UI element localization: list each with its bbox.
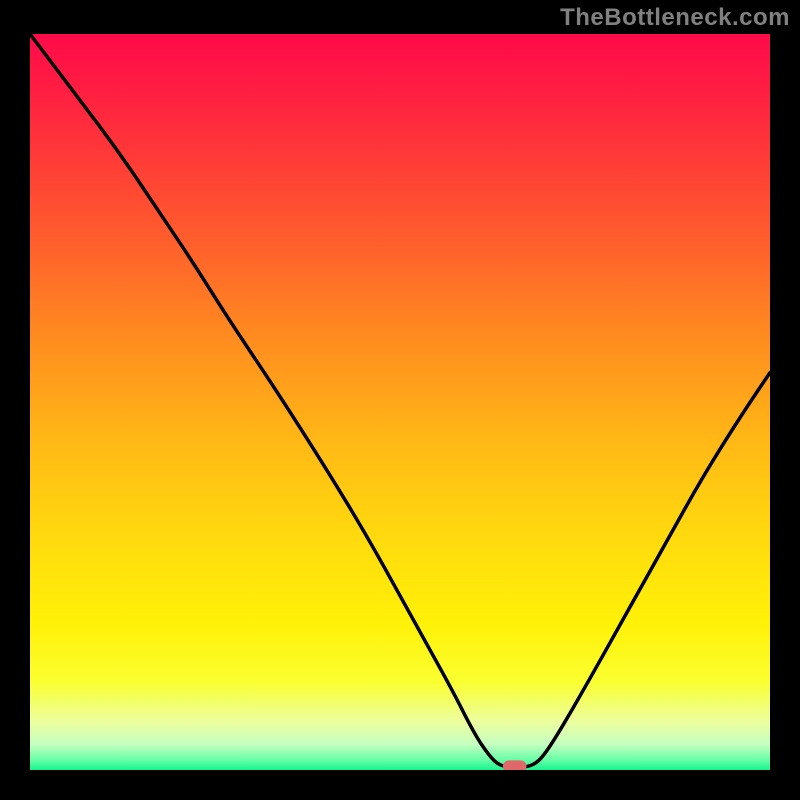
frame-left [0, 34, 30, 770]
chart-container: TheBottleneck.com [0, 0, 800, 800]
frame-bottom [0, 770, 800, 800]
frame-right [770, 34, 800, 770]
bottleneck-chart [0, 0, 800, 800]
watermark-label: TheBottleneck.com [560, 4, 790, 32]
gradient-background [30, 34, 770, 770]
